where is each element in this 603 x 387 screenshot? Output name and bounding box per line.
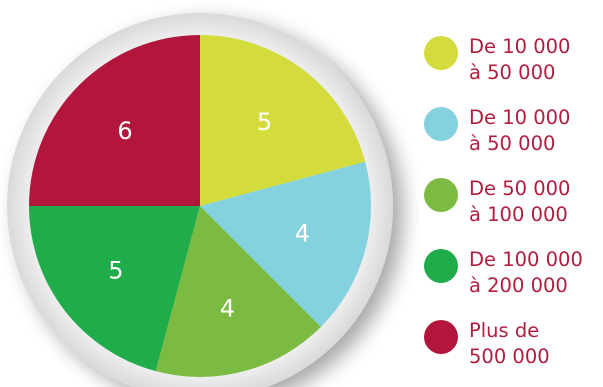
legend-item: Plus de 500 000 [424, 318, 599, 378]
legend-item: De 50 000 à 100 000 [424, 176, 599, 236]
pie-slice-2 [200, 161, 371, 327]
legend-swatch [424, 178, 458, 212]
legend-label: De 10 000 à 50 000 [469, 106, 571, 155]
legend-item: De 10 000 à 50 000 [424, 105, 599, 165]
legend-swatch [424, 249, 458, 283]
pie-slice-value-label: 4 [295, 219, 310, 247]
pie-slice-value-label: 5 [108, 257, 123, 285]
pie-slices [29, 35, 371, 377]
legend-item: De 100 000 à 200 000 [424, 247, 599, 307]
pie-slice-value-label: 5 [257, 108, 272, 136]
pie-slice-value-label: 4 [220, 294, 235, 322]
legend-label: De 50 000 à 100 000 [469, 177, 571, 226]
legend-swatch [424, 107, 458, 141]
pie-slice-labels: 5 4 4 5 6 [108, 108, 310, 323]
pie-slice-value-label: 6 [117, 117, 132, 145]
pie-chart: 5 4 4 5 6 [7, 13, 393, 387]
legend-swatch [424, 36, 458, 70]
legend-label: Plus de 500 000 [469, 319, 550, 368]
pie-slice-1 [200, 35, 366, 206]
legend-label: De 10 000 à 50 000 [469, 35, 571, 84]
legend-swatch [424, 320, 458, 354]
legend-label: De 100 000 à 200 000 [469, 248, 583, 297]
legend-item: De 10 000 à 50 000 [424, 34, 599, 94]
chart-legend: De 10 000 à 50 000 De 10 000 à 50 000 De 5… [424, 34, 599, 378]
pie-slice-4 [29, 206, 200, 372]
pie-slice-5 [29, 35, 200, 206]
pie-slice-3 [155, 206, 321, 377]
